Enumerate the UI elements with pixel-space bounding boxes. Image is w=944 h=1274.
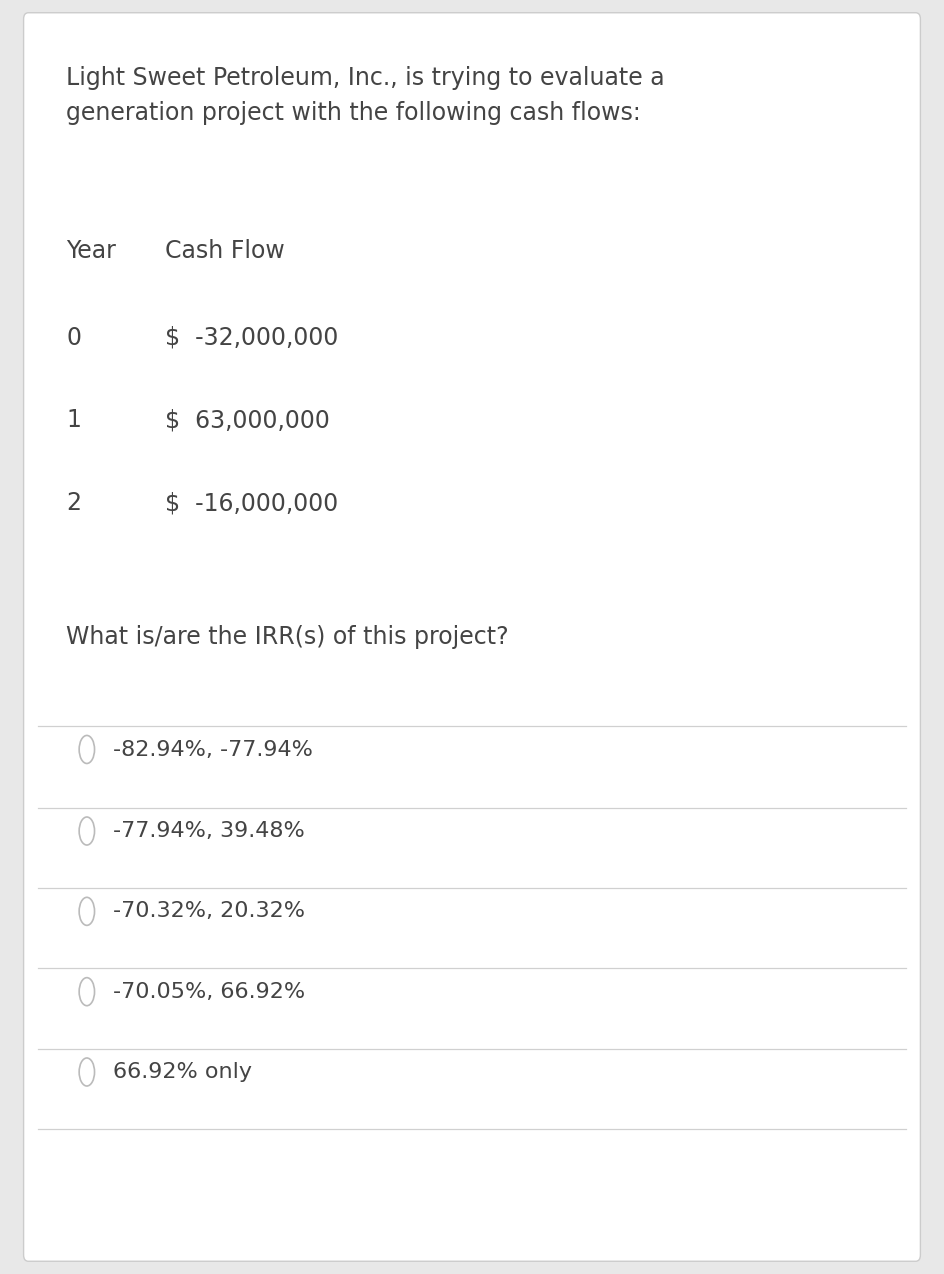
- Text: $  -16,000,000: $ -16,000,000: [165, 492, 339, 515]
- Text: What is/are the IRR(s) of this project?: What is/are the IRR(s) of this project?: [66, 624, 509, 648]
- FancyBboxPatch shape: [24, 13, 920, 1261]
- Text: 2: 2: [66, 492, 81, 515]
- Text: -70.32%, 20.32%: -70.32%, 20.32%: [113, 902, 306, 921]
- Text: -77.94%, 39.48%: -77.94%, 39.48%: [113, 822, 305, 841]
- Text: $  -32,000,000: $ -32,000,000: [165, 326, 339, 349]
- Text: 66.92% only: 66.92% only: [113, 1063, 252, 1082]
- Text: generation project with the following cash flows:: generation project with the following ca…: [66, 101, 641, 125]
- Text: -82.94%, -77.94%: -82.94%, -77.94%: [113, 740, 313, 759]
- Text: Light Sweet Petroleum, Inc., is trying to evaluate a: Light Sweet Petroleum, Inc., is trying t…: [66, 66, 665, 90]
- Text: Cash Flow: Cash Flow: [165, 240, 285, 262]
- Text: Year: Year: [66, 240, 116, 262]
- Text: $  63,000,000: $ 63,000,000: [165, 409, 330, 432]
- Text: 0: 0: [66, 326, 81, 349]
- Text: 1: 1: [66, 409, 81, 432]
- Text: -70.05%, 66.92%: -70.05%, 66.92%: [113, 982, 306, 1001]
